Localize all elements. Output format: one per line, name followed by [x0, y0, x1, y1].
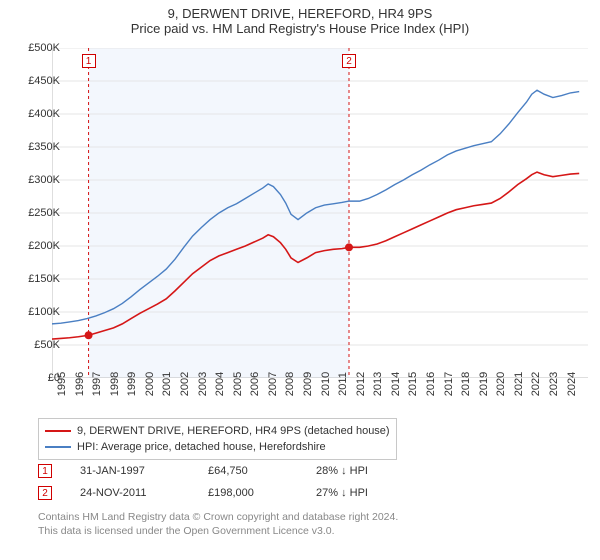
chart-area [52, 48, 588, 378]
x-tick-label: 2003 [197, 372, 209, 396]
x-tick-label: 2009 [302, 372, 314, 396]
x-tick-label: 2001 [161, 372, 173, 396]
x-tick-label: 2015 [407, 372, 419, 396]
attribution-line-2: This data is licensed under the Open Gov… [38, 524, 398, 538]
marker-badge: 2 [38, 486, 52, 500]
chart-marker-badge: 1 [82, 54, 96, 68]
legend-swatch [45, 430, 71, 432]
chart-marker-badge: 2 [342, 54, 356, 68]
x-tick-label: 2024 [566, 372, 578, 396]
legend-label: HPI: Average price, detached house, Here… [77, 441, 326, 453]
y-tick-label: £50K [10, 339, 60, 351]
attribution-line-1: Contains HM Land Registry data © Crown c… [38, 510, 398, 524]
chart-svg [52, 48, 588, 378]
y-tick-label: £250K [10, 207, 60, 219]
x-tick-label: 2010 [320, 372, 332, 396]
y-tick-label: £350K [10, 141, 60, 153]
x-tick-label: 2014 [390, 372, 402, 396]
chart-title: 9, DERWENT DRIVE, HEREFORD, HR4 9PS [0, 0, 600, 21]
x-tick-label: 2016 [425, 372, 437, 396]
x-tick-label: 2020 [495, 372, 507, 396]
legend-item: 9, DERWENT DRIVE, HEREFORD, HR4 9PS (det… [45, 423, 390, 439]
attribution: Contains HM Land Registry data © Crown c… [38, 510, 398, 538]
marker-delta: 27% ↓ HPI [316, 487, 416, 499]
y-tick-label: £150K [10, 273, 60, 285]
x-tick-label: 2021 [513, 372, 525, 396]
x-tick-label: 2002 [179, 372, 191, 396]
x-tick-label: 2018 [460, 372, 472, 396]
y-tick-label: £500K [10, 42, 60, 54]
x-tick-label: 1996 [74, 372, 86, 396]
x-tick-label: 1998 [109, 372, 121, 396]
x-tick-label: 2008 [284, 372, 296, 396]
x-tick-label: 1999 [126, 372, 138, 396]
x-tick-label: 2023 [548, 372, 560, 396]
y-tick-label: £0 [10, 372, 60, 384]
y-tick-label: £200K [10, 240, 60, 252]
marker-badge: 1 [38, 464, 52, 478]
x-tick-label: 2007 [267, 372, 279, 396]
y-tick-label: £400K [10, 108, 60, 120]
x-tick-label: 2022 [530, 372, 542, 396]
x-tick-label: 2019 [478, 372, 490, 396]
legend-swatch [45, 446, 71, 448]
y-tick-label: £300K [10, 174, 60, 186]
legend-item: HPI: Average price, detached house, Here… [45, 439, 390, 455]
y-tick-label: £100K [10, 306, 60, 318]
x-tick-label: 1997 [91, 372, 103, 396]
chart-subtitle: Price paid vs. HM Land Registry's House … [0, 21, 600, 40]
x-tick-label: 2012 [355, 372, 367, 396]
x-tick-label: 2011 [337, 372, 349, 396]
x-tick-label: 2000 [144, 372, 156, 396]
legend-label: 9, DERWENT DRIVE, HEREFORD, HR4 9PS (det… [77, 425, 390, 437]
marker-date: 31-JAN-1997 [80, 465, 180, 477]
x-tick-label: 2013 [372, 372, 384, 396]
x-tick-label: 1995 [56, 372, 68, 396]
legend: 9, DERWENT DRIVE, HEREFORD, HR4 9PS (det… [38, 418, 397, 460]
x-tick-label: 2017 [443, 372, 455, 396]
marker-price: £198,000 [208, 487, 288, 499]
y-tick-label: £450K [10, 75, 60, 87]
x-tick-label: 2004 [214, 372, 226, 396]
marker-table: 1 31-JAN-1997 £64,750 28% ↓ HPI 2 24-NOV-2011… [38, 460, 416, 504]
marker-delta: 28% ↓ HPI [316, 465, 416, 477]
marker-row: 2 24-NOV-2011 £198,000 27% ↓ HPI [38, 482, 416, 504]
x-tick-label: 2005 [232, 372, 244, 396]
marker-date: 24-NOV-2011 [80, 487, 180, 499]
marker-row: 1 31-JAN-1997 £64,750 28% ↓ HPI [38, 460, 416, 482]
marker-price: £64,750 [208, 465, 288, 477]
x-tick-label: 2006 [249, 372, 261, 396]
